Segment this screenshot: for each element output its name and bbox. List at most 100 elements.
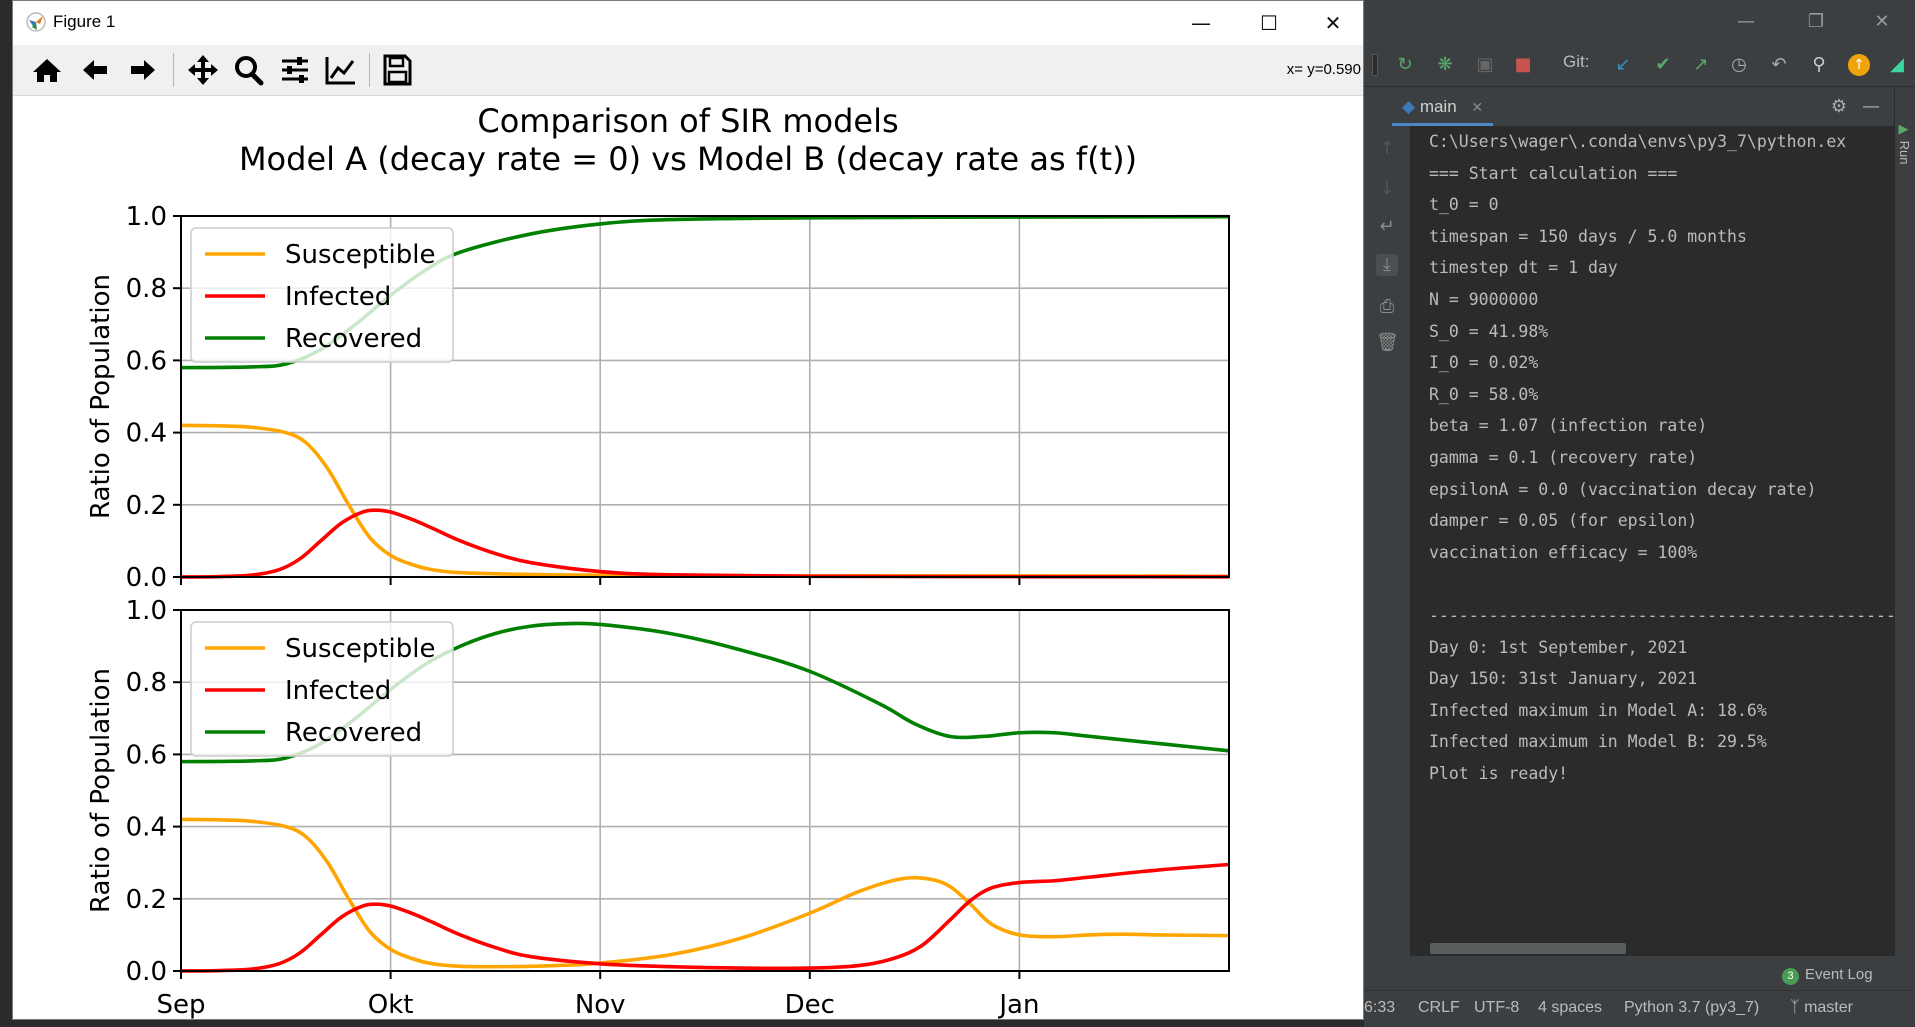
git-commit-check-icon[interactable]: ✔ [1655,54,1671,75]
run-config-dropdown[interactable] [1372,54,1378,76]
soft-wrap-icon[interactable]: ↵ [1379,216,1395,237]
stop-icon[interactable]: ■ [1514,54,1532,75]
run-side-toolbar: ↑ ↓ ↵ ⤓ ⎙ 🗑 [1364,126,1411,956]
configure-subplots-icon[interactable] [277,53,313,87]
y-tick-label: 0.8 [126,274,167,304]
y-tick-label: 0.6 [126,740,167,770]
x-tick-label: Nov [575,990,626,1020]
settings-gear-icon[interactable]: ⚙ [1830,96,1848,117]
series-line-infected [180,862,1230,973]
ide-restore-button[interactable]: ❐ [1807,11,1825,32]
run-tab-main[interactable]: ◆ main ✕ [1392,88,1494,126]
pan-move-icon[interactable] [185,53,221,87]
legend-label-recovered: Recovered [285,718,422,748]
console-output[interactable]: C:\Users\wager\.conda\envs\py3_7\python.… [1411,126,1894,956]
y-axis-label: Ratio of Population [86,274,116,519]
x-tick-label: Okt [368,990,414,1020]
figure-maximize-button[interactable]: ☐ [1260,11,1278,35]
x-tick-label: Sep [156,990,205,1020]
right-tool-strip [1894,88,1915,956]
chart-title-line: Model A (decay rate = 0) vs Model B (dec… [239,140,1137,178]
subplot-model-a[interactable]: 0.0 0.2 0.4 0.6 0.8 1.0 Ratio of Population Sus… [86,202,1230,593]
coverage-icon[interactable]: ▣ [1476,54,1494,75]
console-line: Infected maximum in Model B: 29.5% [1429,732,1767,752]
y-tick-label: 0.8 [126,668,167,698]
trash-icon[interactable]: 🗑 [1376,332,1399,353]
series-line-susceptible [180,423,1230,579]
update-available-icon[interactable]: ↑ [1848,54,1870,76]
run-vertical-tab[interactable]: ▶ Run [1897,122,1912,165]
zoom-magnifier-icon[interactable] [231,53,267,87]
git-branch[interactable]: ᛉ master [1790,999,1853,1017]
figure-window: Figure 1 — ☐ ✕ [12,0,1364,1020]
git-push-icon[interactable]: ↗ [1693,54,1709,75]
scroll-to-end-icon[interactable]: ⤓ [1376,254,1398,276]
legend-label-infected: Infected [285,282,391,312]
console-line: === Start calculation === [1429,163,1678,183]
git-rollback-icon[interactable]: ↶ [1771,54,1787,75]
git-update-icon[interactable]: ↙ [1615,54,1631,75]
ide-titlebar: — ❐ ✕ [1364,0,1915,44]
console-horizontal-scrollbar[interactable] [1430,943,1626,954]
subplot-model-b[interactable]: 0.0 0.2 0.4 0.6 0.8 1.0 Sep Okt Nov Dec Jan Ratio o… [86,596,1230,1020]
save-disk-icon[interactable] [379,53,415,87]
git-branch-label: master [1804,999,1853,1016]
y-tick-label: 0.6 [126,346,167,376]
up-arrow-icon[interactable]: ↑ [1379,138,1395,159]
legend-label-recovered: Recovered [285,324,422,354]
down-arrow-icon[interactable]: ↓ [1379,178,1395,199]
back-arrow-icon[interactable] [77,53,113,87]
rerun-icon[interactable]: ↻ [1397,54,1413,75]
event-log-button[interactable]: 3 Event Log [1782,966,1873,985]
x-tick-label: Jan [997,990,1039,1020]
close-tab-icon[interactable]: ✕ [1471,99,1484,115]
search-everywhere-icon[interactable]: ⚲ [1812,54,1826,75]
event-log-label: Event Log [1805,966,1873,983]
console-line: Day 0: 1st September, 2021 [1429,637,1688,657]
y-tick-label: 0.0 [126,563,167,593]
console-line: ----------------------------------------… [1429,606,1894,625]
legend-label-susceptible: Susceptible [285,240,435,270]
y-tick-label: 1.0 [126,202,167,232]
left-desktop-edge [0,0,14,1026]
console-line: I_0 = 0.02% [1429,353,1539,373]
figure-minimize-button[interactable]: — [1191,11,1211,35]
y-axis-label: Ratio of Population [86,668,116,913]
print-icon[interactable]: ⎙ [1379,296,1395,317]
hide-panel-icon[interactable]: — [1862,96,1880,117]
matplotlib-navigation-toolbar: x= y=0.590 [13,45,1363,96]
git-label: Git: [1563,52,1590,71]
plugin-logo-icon[interactable]: ◢ [1890,54,1904,75]
edit-axes-icon[interactable] [323,53,359,87]
indent-setting[interactable]: 4 spaces [1538,999,1603,1016]
y-tick-label: 0.0 [126,957,167,987]
line-separator[interactable]: CRLF [1418,999,1460,1016]
toolbar-separator [369,53,370,87]
y-tick-label: 0.4 [126,813,167,843]
cursor-position[interactable]: 6:33 [1364,999,1396,1016]
home-icon[interactable] [29,53,65,87]
legend-label-susceptible: Susceptible [285,634,435,664]
console-line: beta = 1.07 (infection rate) [1429,416,1708,436]
python-interpreter[interactable]: Python 3.7 (py3_7) [1624,999,1760,1016]
ide-close-button[interactable]: ✕ [1874,11,1890,32]
file-encoding[interactable]: UTF-8 [1474,999,1520,1016]
axes-frame [180,215,1230,578]
forward-arrow-icon[interactable] [125,53,161,87]
debug-bug-icon[interactable]: ❋ [1437,54,1453,75]
figure-close-button[interactable]: ✕ [1324,11,1342,35]
branch-icon: ᛉ [1790,999,1800,1016]
cursor-coordinate-readout: x= y=0.590 [1286,61,1361,78]
git-history-clock-icon[interactable]: ◷ [1731,54,1747,75]
x-tick-label: Dec [785,990,835,1020]
ide-statusbar: 6:33 CRLF UTF-8 4 spaces Python 3.7 (py3… [1364,990,1915,1027]
console-line: Plot is ready! [1429,764,1569,783]
python-icon: ◆ [1402,97,1416,116]
ide-minimize-button[interactable]: — [1737,11,1755,32]
run-vertical-label: Run [1897,140,1912,165]
toolbar-separator [173,53,174,87]
run-tab-label: main [1419,97,1457,116]
console-line: N = 9000000 [1429,290,1539,309]
event-count-badge: 3 [1782,968,1799,985]
